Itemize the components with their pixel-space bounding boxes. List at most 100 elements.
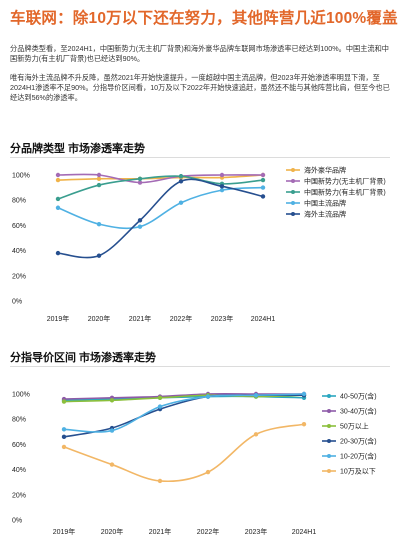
legend-marker	[291, 179, 295, 183]
legend-label: 10-20万(含)	[340, 452, 377, 461]
legend-marker	[327, 469, 331, 473]
y-tick-label: 60%	[12, 442, 26, 449]
legend-label: 40-50万(含)	[340, 392, 377, 401]
x-tick-label: 2019年	[47, 314, 70, 323]
data-point	[96, 221, 102, 227]
y-tick-label: 40%	[12, 467, 26, 474]
brand-type-penetration-chart: 0% 20% 40% 60% 80% 100% 2019年 2020年 2021年 2022年 20…	[12, 166, 386, 324]
x-tick-label: 2019年	[53, 527, 76, 536]
chart1-title: 分品牌类型 市场渗透率走势	[10, 143, 146, 155]
page-title: 车联网：除10万以下还在努力，其他阵营几近100%覆盖	[10, 10, 398, 27]
data-point	[137, 176, 143, 181]
data-point	[260, 185, 266, 190]
legend-marker	[327, 409, 331, 413]
x-tick-label: 2020年	[101, 527, 124, 536]
data-point	[301, 422, 307, 427]
data-point	[205, 469, 211, 475]
data-point	[219, 184, 225, 189]
data-point	[55, 172, 61, 178]
x-tick-label: 2024H1	[292, 529, 317, 536]
series-line	[63, 393, 305, 433]
data-point	[253, 393, 259, 398]
y-tick-label: 20%	[12, 273, 26, 280]
legend-marker	[291, 201, 295, 205]
y-tick-label: 100%	[12, 392, 30, 399]
x-tick-label: 2022年	[170, 314, 193, 323]
data-point	[253, 432, 259, 437]
legend-label: 30-40万(含)	[340, 407, 377, 416]
data-point	[96, 172, 102, 178]
data-point	[96, 176, 102, 181]
y-tick-label: 60%	[12, 223, 26, 230]
legend-marker	[327, 439, 331, 443]
data-point	[109, 398, 115, 403]
data-point	[260, 172, 266, 178]
data-point	[157, 395, 163, 400]
data-point	[178, 200, 184, 205]
legend-marker	[291, 168, 295, 172]
data-point	[301, 391, 307, 397]
data-point	[178, 179, 184, 184]
data-point	[96, 182, 102, 188]
data-point	[137, 180, 143, 185]
summary-paragraph-1: 分品牌类型看，至2024H1，中国新势力(无主机厂背景)和海外豪华品牌车联网市场…	[10, 44, 389, 63]
y-tick-label: 20%	[12, 492, 26, 499]
legend-marker	[291, 190, 295, 194]
x-tick-label: 2023年	[211, 314, 234, 323]
price-range-penetration-chart: 0% 20% 40% 60% 80% 100% 2019年 2020年 2021年 2022年 20…	[12, 391, 377, 537]
chart2-title: 分指导价区间 市场渗透率走势	[10, 352, 157, 364]
x-tick-label: 2020年	[88, 314, 111, 323]
series-line	[57, 186, 264, 230]
data-point	[61, 399, 67, 404]
y-tick-label: 100%	[12, 173, 30, 180]
y-tick-label: 80%	[12, 198, 26, 205]
y-tick-label: 0%	[12, 518, 22, 525]
x-tick-label: 2022年	[197, 527, 220, 536]
data-point	[157, 478, 163, 484]
data-point	[55, 177, 61, 183]
series-line	[57, 174, 264, 181]
series-line	[57, 175, 264, 200]
legend-label: 20-30万(含)	[340, 437, 377, 446]
legend-label: 中国新势力(无主机厂背景)	[304, 177, 386, 186]
legend-label: 中国主流品牌	[304, 199, 346, 208]
series-line	[57, 178, 264, 259]
data-point	[260, 177, 266, 183]
legend-marker	[327, 394, 331, 398]
legend-label: 10万及以下	[340, 468, 376, 476]
data-point	[260, 194, 266, 199]
data-point	[109, 462, 115, 467]
y-tick-label: 40%	[12, 248, 26, 255]
summary-paragraph-2: 唯有海外主流品牌不升反降，虽然2021年开始快速提升，一度超越中国主流品牌，但2…	[10, 73, 390, 102]
data-point	[157, 404, 163, 409]
chart1-divider	[10, 157, 390, 158]
data-point	[219, 187, 225, 193]
data-point	[109, 428, 115, 433]
x-tick-label: 2024H1	[251, 316, 276, 323]
y-tick-label: 80%	[12, 417, 26, 424]
legend-label: 海外主流品牌	[304, 210, 346, 219]
legend-marker	[327, 424, 331, 428]
legend-marker	[291, 212, 295, 216]
data-point	[61, 434, 67, 440]
series-line	[63, 393, 304, 400]
legend-marker	[327, 454, 331, 458]
data-point	[55, 250, 61, 256]
series-line	[63, 423, 305, 483]
data-point	[178, 174, 184, 179]
x-tick-label: 2021年	[149, 527, 172, 536]
legend-label: 海外豪华品牌	[304, 166, 346, 175]
series-line	[63, 394, 305, 403]
series-line	[57, 173, 264, 184]
data-point	[137, 218, 143, 223]
y-tick-label: 0%	[12, 299, 22, 306]
data-point	[96, 253, 102, 258]
data-point	[55, 205, 61, 210]
legend-label: 中国新势力(有主机厂背景)	[304, 188, 386, 197]
data-point	[55, 196, 61, 202]
data-point	[205, 394, 211, 399]
x-tick-label: 2021年	[129, 314, 152, 323]
data-point	[219, 172, 225, 178]
data-point	[61, 427, 67, 432]
x-tick-label: 2023年	[245, 527, 268, 536]
